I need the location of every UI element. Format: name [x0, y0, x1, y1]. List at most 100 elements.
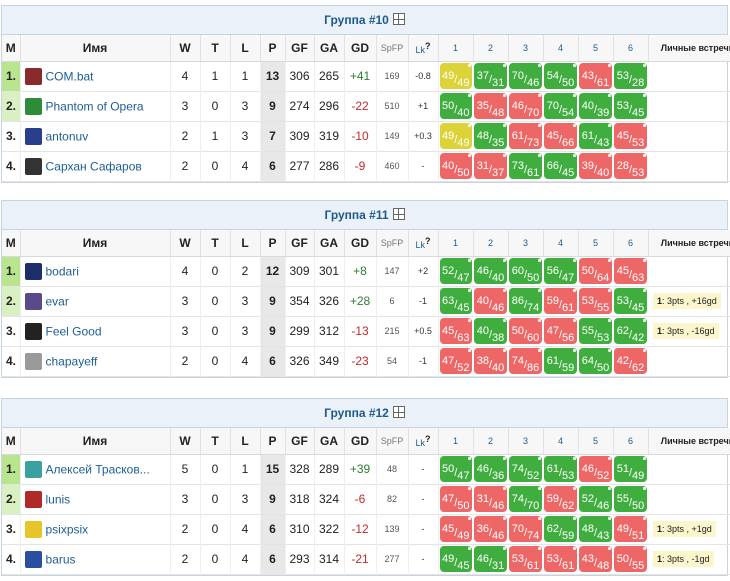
match-score[interactable]: 50/47: [439, 456, 472, 482]
match-score[interactable]: 40/39: [579, 93, 612, 119]
match-detail-icon[interactable]: [573, 259, 576, 262]
match-score[interactable]: 40/38: [474, 318, 507, 344]
match-detail-icon[interactable]: [573, 487, 576, 490]
match-score[interactable]: 56/47: [544, 258, 577, 284]
match-score[interactable]: 42/62: [614, 348, 647, 374]
col-header-match-2[interactable]: 2: [473, 230, 509, 257]
match-detail-icon[interactable]: [643, 517, 646, 520]
match-detail-icon[interactable]: [608, 487, 611, 490]
match-detail-icon[interactable]: [643, 259, 646, 262]
match-detail-icon[interactable]: [643, 64, 646, 67]
match-score[interactable]: 36/46: [474, 516, 507, 542]
match-detail-icon[interactable]: [608, 289, 611, 292]
match-score[interactable]: 54/50: [544, 63, 577, 89]
match-score[interactable]: 37/31: [474, 63, 507, 89]
match-detail-icon[interactable]: [503, 457, 506, 460]
col-header-lk[interactable]: Lk?: [408, 428, 439, 455]
player-name-link[interactable]: lunis: [45, 492, 71, 506]
avatar-helmet-icon[interactable]: [24, 67, 42, 85]
match-score[interactable]: 45/53: [614, 123, 647, 149]
match-detail-icon[interactable]: [643, 124, 646, 127]
col-header-match-5[interactable]: 5: [578, 428, 614, 455]
match-detail-icon[interactable]: [503, 154, 506, 157]
match-score[interactable]: 35/48: [474, 93, 507, 119]
table-grid-icon[interactable]: [392, 13, 405, 25]
match-score[interactable]: 45/49: [439, 516, 472, 542]
match-score[interactable]: 48/35: [474, 123, 507, 149]
match-score[interactable]: 70/46: [509, 63, 542, 89]
match-score[interactable]: 86/74: [509, 288, 542, 314]
lk-label[interactable]: Lk: [415, 239, 425, 250]
match-score[interactable]: 46/36: [474, 456, 507, 482]
match-score[interactable]: 47/50: [439, 486, 472, 512]
match-score[interactable]: 47/56: [544, 318, 577, 344]
col-header-match-3[interactable]: 3: [508, 428, 544, 455]
col-header-match-6[interactable]: 6: [613, 428, 649, 455]
match-score[interactable]: 50/64: [579, 258, 612, 284]
match-detail-icon[interactable]: [503, 487, 506, 490]
match-score[interactable]: 50/60: [509, 318, 542, 344]
match-detail-icon[interactable]: [608, 94, 611, 97]
match-detail-icon[interactable]: [468, 124, 471, 127]
match-detail-icon[interactable]: [608, 319, 611, 322]
group-title-text[interactable]: Группа #12: [324, 406, 389, 420]
col-header-match-2[interactable]: 2: [473, 35, 509, 62]
match-score[interactable]: 63/45: [439, 288, 472, 314]
match-detail-icon[interactable]: [643, 319, 646, 322]
match-detail-icon[interactable]: [608, 124, 611, 127]
match-score[interactable]: 49/51: [614, 516, 647, 542]
match-score[interactable]: 45/63: [439, 318, 472, 344]
match-detail-icon[interactable]: [538, 124, 541, 127]
col-header-match-2[interactable]: 2: [473, 428, 509, 455]
match-score[interactable]: 52/46: [579, 486, 612, 512]
player-name-link[interactable]: barus: [45, 552, 76, 566]
match-score[interactable]: 50/40: [439, 93, 472, 119]
match-detail-icon[interactable]: [573, 289, 576, 292]
table-grid-icon[interactable]: [392, 208, 405, 220]
match-score[interactable]: 64/50: [579, 348, 612, 374]
col-header-lk[interactable]: Lk?: [408, 230, 439, 257]
match-score[interactable]: 59/62: [544, 486, 577, 512]
match-score[interactable]: 31/46: [474, 486, 507, 512]
match-score[interactable]: 61/73: [509, 123, 542, 149]
col-header-match-1[interactable]: 1: [438, 35, 474, 62]
match-detail-icon[interactable]: [503, 259, 506, 262]
group-title-text[interactable]: Группа #11: [324, 208, 389, 222]
col-header-match-4[interactable]: 4: [543, 428, 579, 455]
avatar-dark-icon[interactable]: [24, 322, 42, 340]
match-score[interactable]: 62/59: [544, 516, 577, 542]
match-detail-icon[interactable]: [608, 547, 611, 550]
avatar-nm-icon[interactable]: [24, 292, 42, 310]
player-name-link[interactable]: evar: [45, 294, 69, 308]
match-score[interactable]: 38/40: [474, 348, 507, 374]
lk-help-icon[interactable]: ?: [425, 433, 431, 444]
match-score[interactable]: 49/45: [439, 546, 472, 572]
match-score[interactable]: 61/59: [544, 348, 577, 374]
lk-help-icon[interactable]: ?: [425, 40, 431, 51]
match-detail-icon[interactable]: [468, 349, 471, 352]
match-score[interactable]: 74/86: [509, 348, 542, 374]
match-detail-icon[interactable]: [503, 547, 506, 550]
match-score[interactable]: 59/61: [544, 288, 577, 314]
match-score[interactable]: 47/52: [439, 348, 472, 374]
match-score[interactable]: 45/66: [544, 123, 577, 149]
match-detail-icon[interactable]: [503, 349, 506, 352]
player-name-link[interactable]: Feel Good: [45, 324, 102, 338]
match-score[interactable]: 39/40: [579, 153, 612, 179]
match-score[interactable]: 46/70: [509, 93, 542, 119]
match-detail-icon[interactable]: [468, 94, 471, 97]
match-score[interactable]: 53/55: [579, 288, 612, 314]
match-detail-icon[interactable]: [643, 457, 646, 460]
player-name-link[interactable]: bodari: [45, 264, 79, 278]
avatar-game-icon[interactable]: [24, 550, 42, 568]
col-header-match-1[interactable]: 1: [438, 428, 474, 455]
match-score[interactable]: 53/61: [544, 546, 577, 572]
match-score[interactable]: 55/53: [579, 318, 612, 344]
match-score[interactable]: 43/61: [579, 63, 612, 89]
match-detail-icon[interactable]: [538, 289, 541, 292]
match-detail-icon[interactable]: [643, 289, 646, 292]
match-detail-icon[interactable]: [538, 487, 541, 490]
match-score[interactable]: 61/43: [579, 123, 612, 149]
match-detail-icon[interactable]: [643, 94, 646, 97]
match-score[interactable]: 43/48: [579, 546, 612, 572]
